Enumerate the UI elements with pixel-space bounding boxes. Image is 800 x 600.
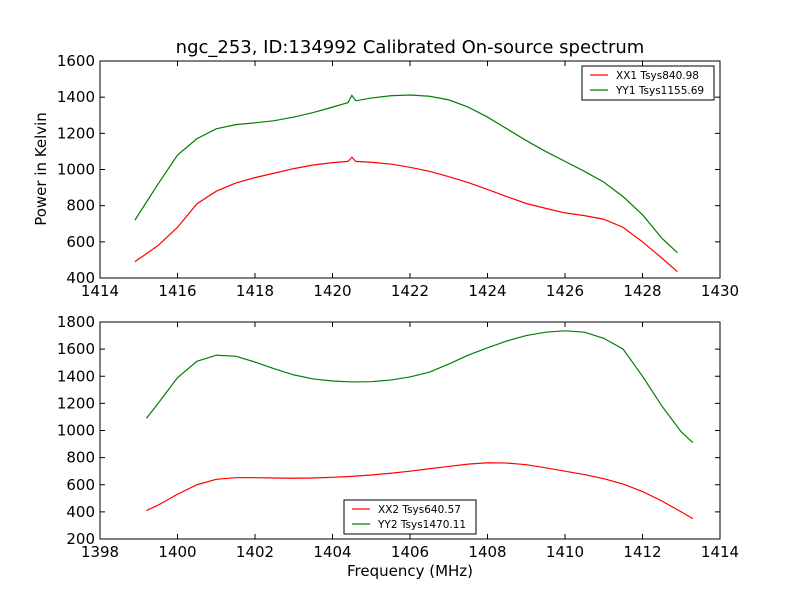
x-tick-label: 1410 [546,543,584,561]
x-tick-label: 1418 [236,282,274,300]
series-line-1 [146,462,694,520]
x-tick-label: 1414 [701,543,739,561]
x-tick-label: 1416 [158,282,196,300]
top-y-axis-label: Power in Kelvin [32,112,50,226]
chart-bottom: Frequency (MHz) 1398 1400 1402 1404 1406 1408… [57,313,739,580]
series-line-2 [146,330,694,444]
y-tick-label: 1600 [57,340,95,358]
x-tick-label: 1414 [81,282,119,300]
bottom-x-axis-label: Frequency (MHz) [347,562,473,580]
y-tick-label: 800 [66,449,95,467]
x-tick-label: 1420 [313,282,351,300]
top-plot-area: 1414 1416 1418 1420 1422 1424 1426 1428 1430 400 6… [57,52,739,300]
x-tick-label: 1402 [236,543,274,561]
legend-label: YY2 Tsys1470.11 [377,519,466,531]
bottom-plot-area: 1398 1400 1402 1404 1406 1408 1410 1412 1414 200 4… [57,313,739,561]
legend-label: YY1 Tsys1155.69 [615,85,704,97]
legend-box [581,65,715,101]
series-line-2 [134,94,678,254]
y-tick-label: 1600 [57,52,95,70]
y-tick-label: 1800 [57,313,95,331]
legend-box [343,499,477,535]
chart-top: ngc_253, ID:134992 Calibrated On-source … [32,37,739,300]
y-tick-label: 200 [66,530,95,548]
y-tick-label: 1200 [57,124,95,142]
x-tick-label: 1412 [623,543,661,561]
y-tick-label: 1000 [57,422,95,440]
series-line-1 [134,156,678,273]
legend-label: XX1 Tsys840.98 [616,70,699,82]
x-tick-label: 1398 [81,543,119,561]
y-tick-label: 1000 [57,161,95,179]
y-tick-label: 800 [66,197,95,215]
x-tick-label: 1408 [468,543,506,561]
legend: XX1 Tsys840.98 YY1 Tsys1155.69 [581,65,715,101]
y-tick-label: 400 [66,269,95,287]
x-tick-label: 1430 [701,282,739,300]
y-tick-label: 400 [66,503,95,521]
x-tick-label: 1424 [468,282,506,300]
y-tick-label: 600 [66,476,95,494]
y-tick-label: 600 [66,233,95,251]
x-tick-label: 1426 [546,282,584,300]
x-tick-label: 1428 [623,282,661,300]
y-tick-label: 1400 [57,88,95,106]
x-tick-label: 1406 [391,543,429,561]
legend: XX2 Tsys640.57 YY2 Tsys1470.11 [343,499,477,535]
x-tick-label: 1404 [313,543,351,561]
y-tick-label: 1400 [57,367,95,385]
x-tick-label: 1400 [158,543,196,561]
y-tick-label: 1200 [57,394,95,412]
chart-title: ngc_253, ID:134992 Calibrated On-source … [176,37,645,58]
legend-label: XX2 Tsys640.57 [378,504,461,516]
x-tick-label: 1422 [391,282,429,300]
